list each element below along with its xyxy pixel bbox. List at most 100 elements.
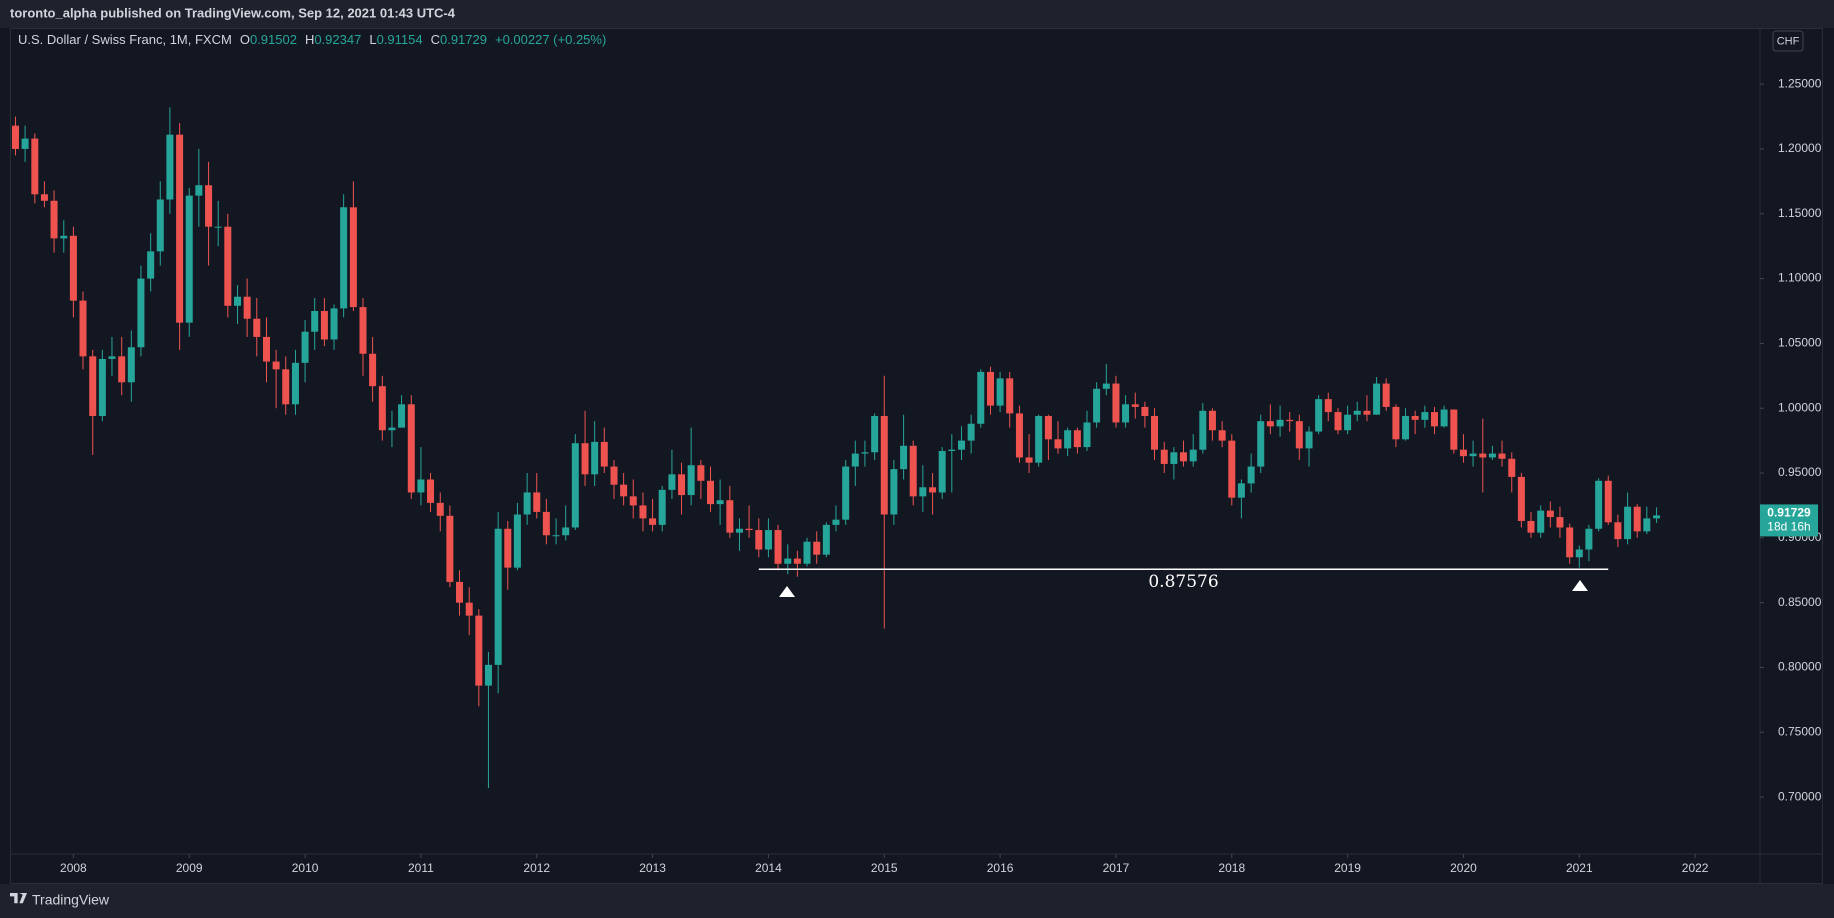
candle-body	[253, 318, 261, 337]
candle-body	[929, 487, 937, 493]
candle-body	[562, 527, 570, 536]
candle-body	[1131, 404, 1139, 407]
candle-body	[234, 296, 242, 306]
ohlc-label: L	[369, 32, 376, 47]
candle-body	[378, 386, 386, 431]
y-tick-label: 0.70000	[1778, 789, 1822, 803]
y-tick-label: 0.85000	[1778, 595, 1822, 609]
candle-body	[649, 518, 657, 525]
candle-body	[282, 369, 290, 405]
candle-body	[1054, 439, 1062, 449]
ohlc-value: 0.91502	[250, 32, 297, 47]
candle-body	[658, 489, 666, 525]
candle-body	[1479, 453, 1487, 458]
candle-body	[465, 602, 473, 616]
candle-body	[533, 492, 541, 512]
ohlc-value: 0.91154	[377, 32, 423, 47]
candle-body	[1044, 415, 1052, 440]
x-tick-label: 2010	[292, 861, 319, 875]
candle-body	[1141, 406, 1149, 416]
candle-body	[726, 500, 734, 533]
brand-logo	[10, 893, 27, 904]
candle-body	[1064, 430, 1072, 449]
candle-body	[1015, 413, 1023, 458]
candle-body	[1237, 483, 1245, 498]
candle-body	[224, 226, 232, 306]
x-tick-label: 2019	[1334, 861, 1361, 875]
candle-body	[1517, 476, 1525, 521]
candle-body	[205, 185, 213, 227]
candle-body	[735, 528, 743, 533]
candle-body	[1527, 520, 1535, 533]
candle-body	[716, 500, 724, 505]
candle-body	[1585, 528, 1593, 550]
header-bar	[0, 0, 1834, 28]
candle-body	[1488, 453, 1496, 458]
candle-body	[1353, 410, 1361, 415]
candle-body	[745, 528, 753, 531]
candle-body	[1286, 419, 1294, 422]
candle-body	[301, 331, 309, 363]
candle-body	[842, 466, 850, 520]
candle-body	[446, 515, 454, 582]
candle-body	[398, 404, 406, 428]
candle-body	[967, 423, 975, 441]
candle-body	[340, 207, 348, 309]
ohlc-label: C	[431, 32, 440, 47]
candle-body	[707, 480, 715, 505]
candle-body	[1179, 452, 1187, 462]
y-tick-label: 0.80000	[1778, 660, 1822, 674]
ohlc-value: 0.91729	[440, 32, 487, 47]
y-tick-label: 0.75000	[1778, 724, 1822, 738]
candle-body	[484, 664, 492, 686]
candle-body	[542, 511, 550, 536]
candle-body	[359, 307, 367, 354]
candle-body	[156, 199, 164, 252]
candle-body	[349, 207, 357, 308]
symbol: U.S. Dollar / Swiss Franc, 1M, FXCM	[18, 32, 232, 47]
candle-body	[581, 443, 589, 475]
change: +0.00227 (+0.25%)	[495, 32, 606, 47]
candle-body	[523, 492, 531, 515]
candle-body	[127, 347, 135, 383]
candle-body	[1295, 421, 1303, 449]
candle-body	[1440, 409, 1448, 427]
candle-body	[388, 427, 396, 431]
candle-body	[475, 615, 483, 686]
y-tick-label: 1.00000	[1778, 400, 1822, 414]
candle-body	[909, 445, 917, 497]
candle-body	[938, 450, 946, 493]
countdown: 18d 16h	[1767, 520, 1810, 534]
candle-body	[1247, 466, 1255, 484]
candle-body	[977, 371, 985, 424]
legend: U.S. Dollar / Swiss Franc, 1M, FXCM O0.91…	[18, 32, 606, 47]
x-tick-label: 2018	[1218, 861, 1245, 875]
candle-body	[1537, 510, 1545, 533]
candle-body	[1566, 527, 1574, 558]
ohlc-label: O	[240, 32, 250, 47]
candle-body	[1614, 522, 1622, 540]
candle-body	[871, 415, 879, 453]
candle-body	[1382, 383, 1390, 407]
candle-body	[1653, 515, 1661, 519]
candle-body	[1112, 383, 1120, 423]
frame	[10, 28, 1823, 884]
candle-body	[1218, 430, 1226, 441]
candle-body	[50, 200, 58, 239]
plot-area	[11, 107, 1661, 789]
candle-body	[996, 378, 1004, 406]
candle-body	[861, 452, 869, 454]
candle-body	[687, 465, 695, 496]
candle-body	[1315, 399, 1323, 432]
candle-body	[1151, 415, 1159, 450]
candle-body	[890, 469, 898, 515]
candle-body	[1556, 517, 1564, 528]
candle-body	[880, 415, 888, 515]
candle-body	[610, 466, 618, 485]
candle-body	[1199, 410, 1207, 450]
footer-bar	[0, 884, 1834, 918]
ohlc-label: H	[305, 32, 314, 47]
candle-body	[1469, 453, 1477, 457]
candle-body	[1073, 430, 1081, 448]
